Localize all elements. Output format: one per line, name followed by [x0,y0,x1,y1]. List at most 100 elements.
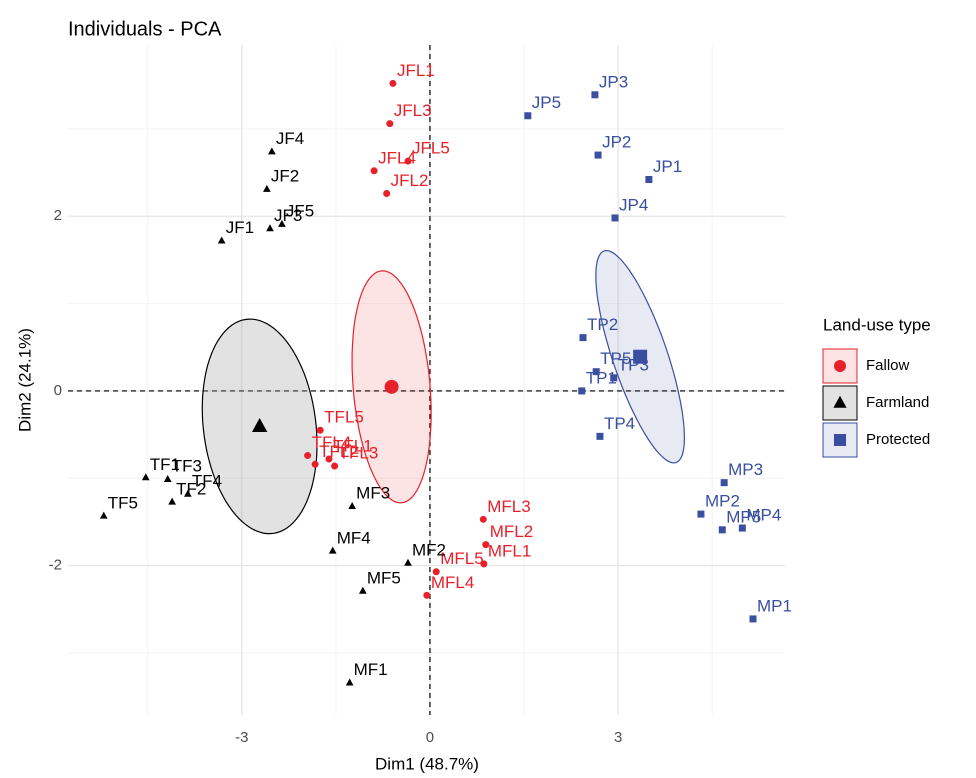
point [325,455,333,463]
chart-title: Individuals - PCA [68,18,222,40]
point [268,147,276,155]
point [266,224,274,232]
point-label: TFL3 [339,444,379,463]
point [345,678,354,686]
point [579,334,587,342]
point-label: JF1 [226,218,254,237]
point-label: MF3 [356,484,390,503]
point-label: TF1 [150,455,180,474]
point [633,349,648,364]
point [482,541,490,549]
point-label: TF5 [108,493,138,512]
point [834,360,846,372]
point [163,474,172,482]
y-tick-label: -2 [49,557,62,574]
point-label: TP2 [587,315,618,334]
legend-title: Land-use type [823,315,931,334]
point-label: MF5 [367,568,401,587]
point [348,502,357,510]
point [99,511,108,519]
point [833,395,847,408]
point [328,546,337,554]
point [592,368,600,376]
point [423,591,431,599]
point-label: TF3 [172,457,202,476]
point-label: JP4 [619,195,648,214]
point [594,151,602,159]
point [738,524,746,532]
point [316,426,324,434]
point-label: MFL4 [431,573,474,592]
point [383,190,391,198]
point-label: TP5 [600,349,631,368]
point-label: TP4 [604,414,635,433]
point-label: MFL5 [440,549,483,568]
point-label: JF3 [274,206,302,225]
point [311,460,319,468]
point-label: JP5 [532,93,561,112]
point [183,489,192,497]
point-label: JFL2 [391,171,429,190]
point [168,497,176,505]
point-label: MFL1 [488,541,531,560]
point [217,236,226,244]
point [611,214,619,222]
point [697,510,705,518]
point-label: MF2 [412,540,446,559]
point-label: JFL1 [397,61,435,80]
point [141,473,150,481]
x-tick-label: 0 [426,729,434,746]
legend-label: Protected [866,431,930,448]
point [384,379,399,394]
point [480,560,488,568]
point [834,434,846,446]
point [479,515,487,523]
point [304,452,312,460]
point-label: TF4 [192,471,222,490]
point-label: MF4 [337,528,371,547]
legend-label: Fallow [866,357,910,374]
point [404,558,412,566]
point [432,568,440,576]
point [596,432,604,440]
point-label: TFL4 [312,433,352,452]
point [578,387,586,395]
legend-label: Farmland [866,394,929,411]
point [251,417,268,432]
point-label: MF1 [354,660,388,679]
point [610,374,618,382]
point-label: MP4 [746,506,781,525]
point-label: JF2 [271,167,299,186]
point-label: TP1 [586,368,617,387]
point-label: TF2 [176,479,206,498]
point-label: TFL1 [333,437,373,456]
point [278,219,286,227]
point [386,120,394,128]
point [524,112,532,120]
x-axis-label: Dim1 (48.7%) [375,754,479,773]
point [720,479,728,487]
point-label: MFL2 [490,522,533,541]
point-label: JF5 [286,202,314,221]
point [749,615,757,623]
point [718,526,726,534]
x-tick-label: -3 [235,729,248,746]
point-label: MP3 [728,460,763,479]
point-label: TFL2 [319,442,359,461]
point [263,184,271,192]
point [358,586,367,594]
point-label: JP3 [599,72,628,91]
point-label: JFL4 [378,148,416,167]
y-tick-label: 2 [54,207,62,224]
x-tick-label: 3 [614,729,622,746]
y-tick-label: 0 [54,382,62,399]
point-label: MP1 [757,596,792,615]
point [645,176,653,184]
point-label: JP1 [653,157,682,176]
point [331,462,339,470]
point [370,167,378,175]
point-label: MP2 [705,492,740,511]
point [404,157,412,165]
point-label: TFL5 [324,408,364,427]
